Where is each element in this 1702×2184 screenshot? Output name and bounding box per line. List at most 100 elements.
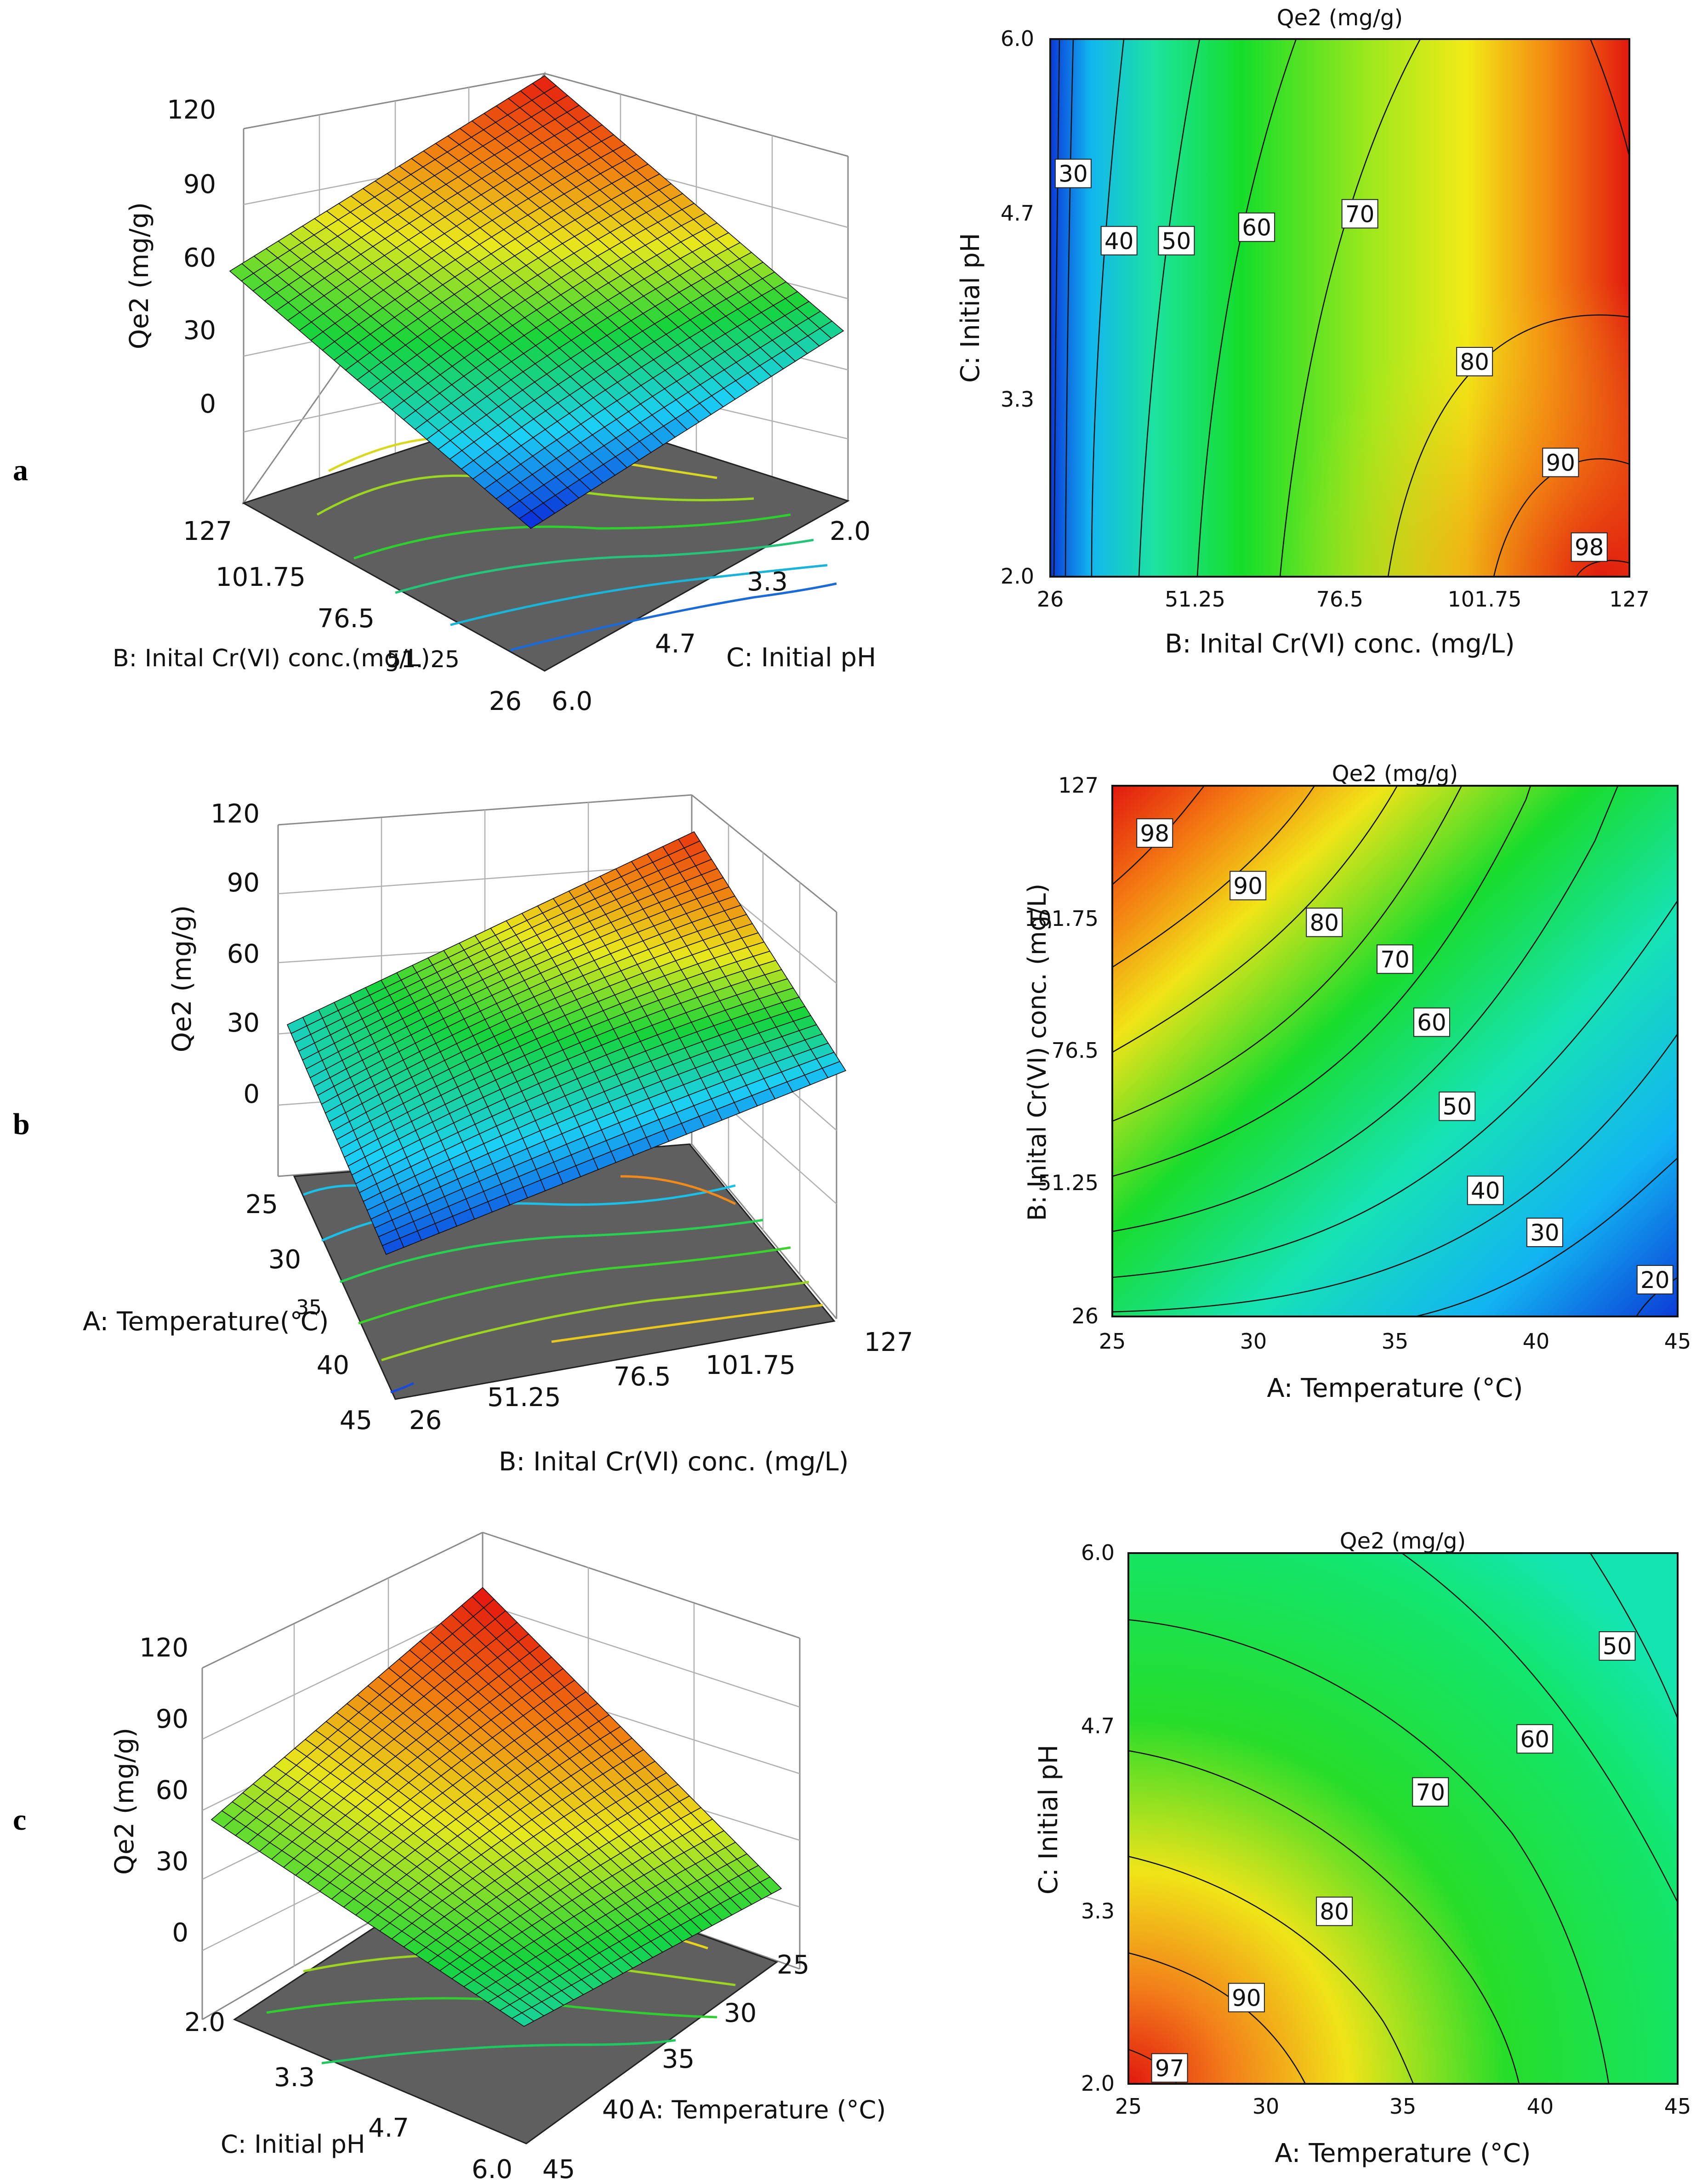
contour-label-box: [1054, 159, 1092, 188]
contour-label-box: [1306, 908, 1343, 937]
contour-label-box: [1341, 199, 1378, 229]
axis1-tick-c-2: 4.7: [368, 2113, 409, 2143]
axis2-tick-b-1: 51.25: [487, 1383, 561, 1413]
contour-title-b: Qe2 (mg/g): [1332, 761, 1458, 787]
axis1-tick-a-4: 26: [489, 686, 522, 716]
surface-mesh-a: [229, 75, 844, 529]
contour-label: 60: [1242, 215, 1271, 241]
z-tick-c-30: 30: [156, 1847, 188, 1877]
contour-label-box: [1136, 818, 1173, 848]
axis2-tick-b-4: 127: [864, 1327, 913, 1357]
contour-label: 70: [1345, 201, 1375, 227]
axis1-tick-b-3: 40: [317, 1350, 349, 1380]
contour-label-box: [1100, 226, 1138, 255]
z-axis-label-a: Qe2 (mg/g): [125, 202, 154, 349]
axis1-tick-c-0: 2.0: [184, 2008, 225, 2037]
contour-label-box: [1467, 1175, 1504, 1205]
contour-label: 70: [1416, 1779, 1445, 1806]
contour-ylabel-b: B: Inital Cr(VI) conc. (mg/L): [1023, 884, 1052, 1221]
ytick-c-1: 3.3: [1081, 1899, 1115, 1923]
contour-label: 20: [1640, 1267, 1670, 1293]
axis1-label-c: C: Initial pH: [221, 2130, 365, 2159]
contour-label-box: [1228, 1983, 1265, 2013]
axis1-tick-b-4: 45: [340, 1406, 372, 1435]
contour-label: 60: [1520, 1726, 1549, 1753]
axis1-tick-c-1: 3.3: [274, 2063, 315, 2093]
z-axis-label-c: Qe2 (mg/g): [110, 1728, 140, 1875]
ytick-b-0: 26: [1071, 1304, 1099, 1328]
xtick-c-0: 25: [1115, 2094, 1142, 2119]
contour-label: 50: [1442, 1094, 1472, 1120]
contour-label: 98: [1575, 534, 1604, 561]
axis2-tick-c-4: 45: [542, 2155, 575, 2184]
z-tick-c-60: 60: [156, 1776, 188, 1805]
contour-label-box: [1158, 226, 1195, 255]
contour-label: 30: [1059, 161, 1088, 187]
axis2-tick-a-2: 4.7: [655, 629, 696, 659]
ytick-c-0: 2.0: [1081, 2071, 1115, 2096]
contour-title-c: Qe2 (mg/g): [1340, 1528, 1466, 1554]
axis2-label-a: C: Initial pH: [726, 643, 876, 673]
contour-label: 98: [1140, 820, 1169, 847]
surface-cell: [472, 1587, 495, 1609]
ytick-a-3: 6.0: [1001, 26, 1034, 51]
axis2-tick-b-0: 26: [409, 1406, 442, 1435]
contour-label: 30: [1530, 1220, 1560, 1246]
axis1-tick-a-0: 127: [183, 516, 232, 546]
contour-title-a: Qe2 (mg/g): [1277, 5, 1403, 31]
ytick-c-3: 6.0: [1081, 1540, 1115, 1565]
surface-plot-c: 120 90 60 30 0 2.0 3.3 4.7 6.0 25 30 35 …: [110, 1532, 886, 2184]
contour-label: 60: [1417, 1010, 1446, 1036]
ytick-b-2: 76.5: [1052, 1038, 1099, 1063]
axis1-tick-a-1: 101.75: [216, 562, 306, 592]
contour-label-box: [1377, 944, 1413, 974]
panel-label-a: a: [13, 454, 28, 487]
contour-field-c: [1128, 1553, 1678, 2084]
xtick-b-4: 45: [1664, 1329, 1691, 1354]
contour-label-box: [1571, 532, 1608, 562]
contour-label: 40: [1104, 228, 1134, 255]
contour-label-box: [1542, 448, 1579, 477]
axis1-tick-a-2: 76.5: [317, 604, 375, 634]
contour-label: 90: [1233, 873, 1263, 899]
xtick-a-4: 127: [1609, 587, 1650, 612]
surface-cell: [532, 75, 557, 94]
xtick-a-3: 101.75: [1448, 587, 1522, 612]
z-tick-b-60: 60: [227, 939, 260, 969]
ytick-b-1: 51.25: [1038, 1170, 1099, 1195]
ytick-b-4: 127: [1058, 773, 1099, 798]
ytick-a-2: 4.7: [1001, 201, 1034, 226]
contour-xlabel-b: A: Temperature (°C): [1267, 1373, 1523, 1403]
contour-label-box: [1316, 1896, 1353, 1926]
z-tick-a-0: 0: [199, 389, 216, 419]
contour-label: 90: [1232, 1985, 1261, 2011]
xtick-c-2: 35: [1389, 2094, 1417, 2119]
axis2-tick-b-2: 76.5: [614, 1362, 671, 1392]
z-tick-b-30: 30: [227, 1008, 260, 1038]
contour-label-box: [1636, 1265, 1674, 1294]
contour-label: 70: [1380, 946, 1410, 973]
contour-label: 90: [1546, 449, 1575, 476]
z-axis-label-b: Qe2 (mg/g): [167, 905, 197, 1052]
contour-label: 40: [1471, 1178, 1500, 1204]
z-tick-c-0: 0: [172, 1918, 188, 1948]
contour-label-box: [1526, 1218, 1563, 1248]
panel-label-b: b: [13, 1107, 30, 1141]
z-tick-b-90: 90: [227, 868, 260, 898]
contour-field-b: [1112, 786, 1678, 1316]
contour-field-a-hot: [1050, 39, 1629, 577]
xtick-a-0: 26: [1037, 587, 1064, 612]
xtick-a-1: 51.25: [1165, 587, 1225, 612]
contour-xlabel-c: A: Temperature (°C): [1275, 2139, 1531, 2168]
axis2-label-b: B: Inital Cr(VI) conc. (mg/L): [499, 1447, 849, 1477]
axis1-tick-c-3: 6.0: [472, 2155, 512, 2184]
axis1-tick-b-1: 30: [268, 1245, 301, 1275]
contour-label: 50: [1162, 228, 1191, 255]
panel-label-c: c: [13, 1803, 26, 1837]
axis2-tick-c-2: 35: [662, 2044, 694, 2074]
contour-label: 80: [1460, 349, 1489, 375]
ytick-c-2: 4.7: [1081, 1713, 1115, 1738]
contour-label: 97: [1155, 2055, 1184, 2082]
z-tick-a-120: 120: [167, 95, 216, 125]
